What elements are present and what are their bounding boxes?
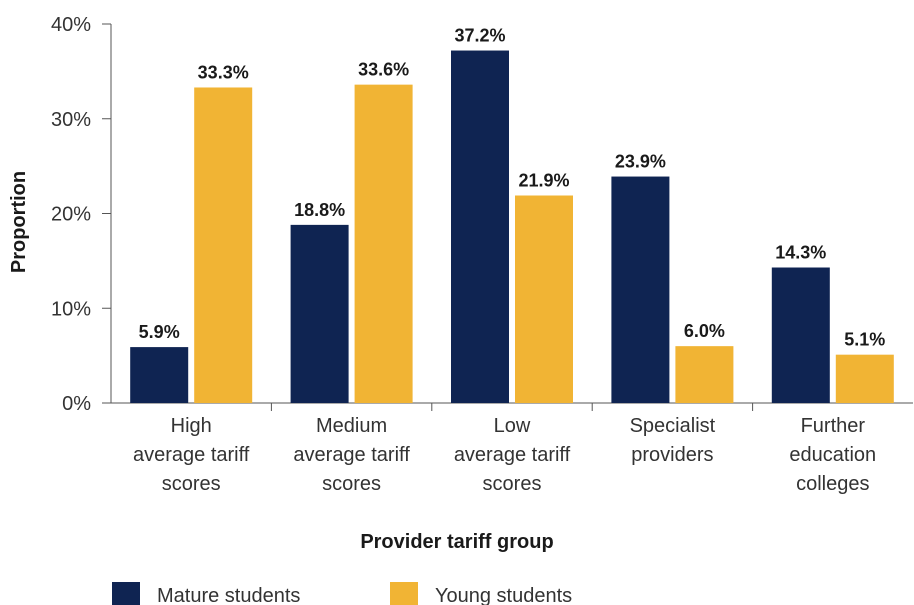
data-label: 33.3% — [198, 62, 249, 82]
bar-mature-students — [611, 176, 670, 403]
data-label: 37.2% — [454, 26, 505, 46]
x-tick-label-line: providers — [631, 444, 713, 466]
y-tick-label: 40% — [51, 14, 91, 36]
data-label: 18.8% — [294, 200, 345, 220]
bar-mature-students — [771, 267, 830, 403]
bar-mature-students — [290, 224, 349, 403]
x-tick-label-line: scores — [322, 473, 381, 495]
x-tick-label: High average tariff scores — [133, 415, 250, 495]
bars — [130, 50, 894, 404]
y-tick-label: 10% — [51, 298, 91, 320]
bar-young-students — [835, 354, 894, 403]
bar-young-students — [194, 87, 253, 404]
x-tick-label-line: colleges — [796, 473, 869, 495]
data-label: 21.9% — [518, 170, 569, 190]
bar-mature-students — [130, 347, 189, 403]
x-tick-label-line: average tariff — [454, 444, 571, 466]
bar-mature-students — [451, 50, 509, 403]
x-tick-label-line: Medium — [316, 415, 387, 437]
data-label: 6.0% — [684, 321, 725, 341]
legend: Mature students Young students — [112, 582, 572, 605]
x-tick-label: Further education colleges — [789, 415, 876, 495]
legend-swatch — [112, 582, 140, 605]
x-tick-label: Specialist providers — [630, 415, 716, 466]
data-label: 5.1% — [844, 330, 885, 350]
y-tick-label: 30% — [51, 109, 91, 131]
legend-label: Young students — [435, 585, 572, 605]
x-tick-label-line: Low — [494, 415, 531, 437]
x-tick-label-line: High — [171, 415, 212, 437]
x-tick-label-line: Further — [801, 415, 866, 437]
x-axis-title: Provider tariff group — [360, 531, 553, 553]
x-tick-label-line: scores — [483, 473, 542, 495]
data-label: 33.6% — [358, 60, 409, 80]
x-tick-label-line: education — [789, 444, 876, 466]
axes: 0%10%20%30%40%High average tariff scoresMe… — [51, 14, 913, 495]
y-tick-label: 0% — [62, 393, 91, 415]
y-axis-title: Proportion — [8, 171, 30, 273]
x-tick-label: Low average tariff scores — [454, 415, 571, 495]
bar-young-students — [515, 195, 573, 403]
y-tick-label: 20% — [51, 204, 91, 226]
bar-young-students — [675, 346, 734, 403]
bar-young-students — [354, 84, 413, 403]
data-label: 14.3% — [775, 243, 826, 263]
legend-label: Mature students — [157, 585, 300, 605]
data-label: 5.9% — [139, 322, 180, 342]
x-tick-label-line: scores — [162, 473, 221, 495]
x-tick-label-line: Specialist — [630, 415, 716, 437]
legend-swatch — [390, 582, 418, 605]
x-tick-label-line: average tariff — [133, 444, 250, 466]
x-tick-label-line: average tariff — [293, 444, 410, 466]
value-labels: 5.9% 33.3% 18.8% 33.6% 37.2% 21.9% 23.9% 6.0% 14… — [139, 26, 886, 350]
x-tick-label: Medium average tariff scores — [293, 415, 410, 495]
data-label: 23.9% — [615, 152, 666, 172]
